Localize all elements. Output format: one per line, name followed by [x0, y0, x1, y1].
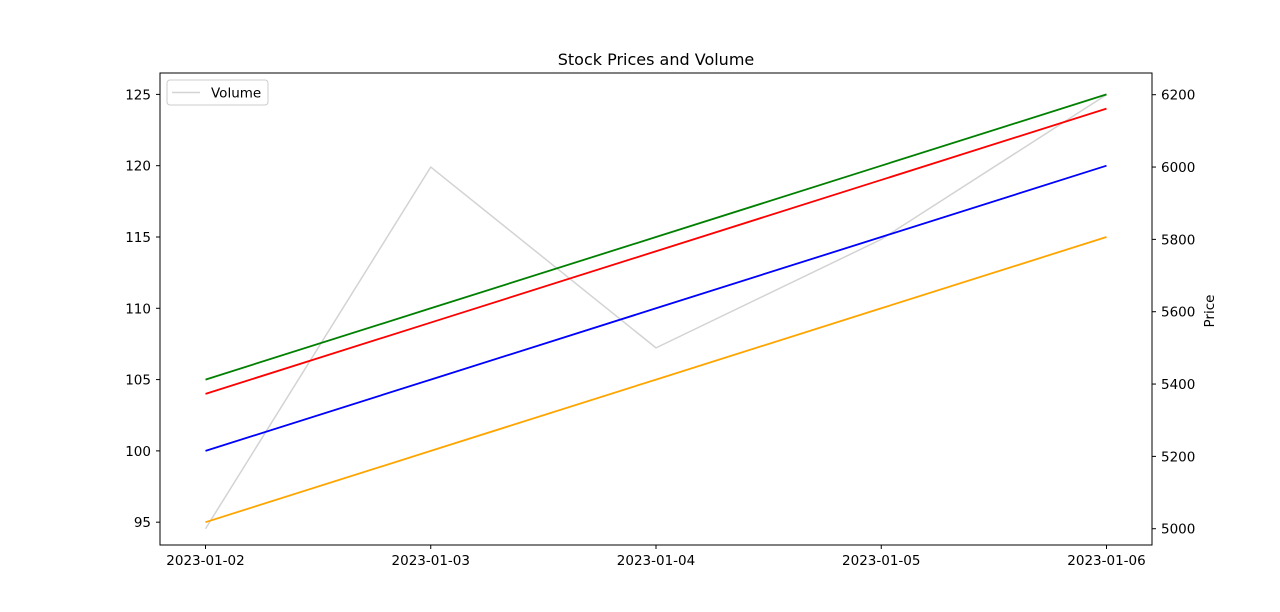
series-layer [204, 93, 1107, 530]
left-y-tick-label: 100 [125, 444, 151, 460]
left-y-tick-label: 115 [125, 230, 151, 246]
volume-line [204, 94, 1107, 530]
right-y-tick-label: 6200 [1161, 88, 1195, 104]
right-y-axis: 5000 5200 5400 5600 5800 6000 6200 [1152, 88, 1195, 538]
series-2-line [205, 107, 1107, 395]
x-tick-label: 2023-01-06 [1067, 553, 1145, 569]
right-y-tick-label: 5200 [1161, 449, 1195, 465]
series-4-line [205, 236, 1107, 524]
chart-title: Stock Prices and Volume [558, 50, 755, 69]
left-y-tick-label: 105 [125, 373, 151, 389]
x-tick-label: 2023-01-04 [617, 553, 695, 569]
right-y-axis-label: Price [1202, 295, 1218, 328]
left-y-tick-label: 120 [125, 159, 151, 175]
right-y-tick-label: 6000 [1161, 160, 1195, 176]
left-y-tick-label: 110 [125, 301, 151, 317]
series-1-line [205, 93, 1107, 381]
right-y-tick-label: 5000 [1161, 522, 1195, 538]
x-tick-label: 2023-01-02 [166, 553, 244, 569]
legend: Volume [166, 79, 269, 106]
x-tick-label: 2023-01-05 [842, 553, 920, 569]
left-y-tick-label: 125 [125, 87, 151, 103]
legend-label-volume: Volume [211, 86, 261, 102]
x-axis: 2023-01-02 2023-01-03 2023-01-04 2023-01-05… [166, 545, 1146, 569]
series-3-line [205, 164, 1107, 452]
left-y-tick-label: 95 [134, 515, 151, 531]
legend-box [166, 79, 269, 106]
right-y-tick-label: 5800 [1161, 232, 1195, 248]
right-y-tick-label: 5400 [1161, 377, 1195, 393]
x-tick-label: 2023-01-03 [392, 553, 470, 569]
right-y-tick-label: 5600 [1161, 305, 1195, 321]
left-y-axis: 95 100 105 110 115 120 125 [125, 87, 160, 531]
